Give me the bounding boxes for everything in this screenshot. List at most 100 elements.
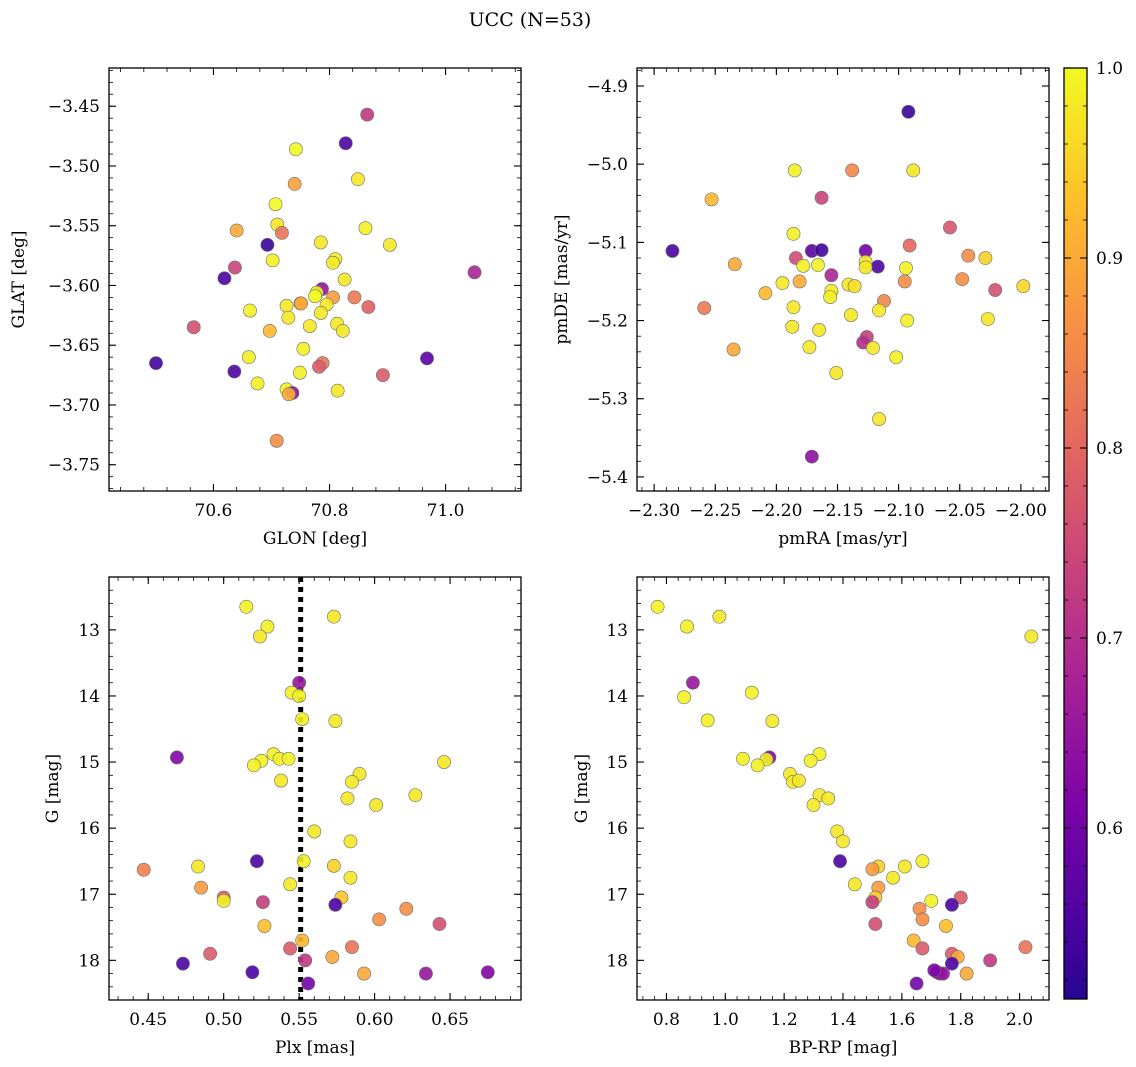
scatter-point <box>420 351 434 366</box>
scatter-point <box>812 323 827 337</box>
y-tick-label: 16 <box>78 819 100 839</box>
scatter-point <box>243 303 257 318</box>
y-tick-label: −3.55 <box>48 217 100 237</box>
scatter-point <box>900 313 915 328</box>
scatter-point <box>726 342 741 357</box>
scatter-point <box>312 359 326 374</box>
y-tick-label: 13 <box>606 621 628 641</box>
scatter-point <box>980 312 995 326</box>
scatter-point <box>786 300 801 315</box>
y-tick-label: 15 <box>606 753 628 773</box>
scatter-point <box>803 753 818 768</box>
scatter-point <box>328 714 343 728</box>
scatter-point <box>787 163 802 178</box>
scatter-point <box>1018 940 1033 955</box>
x-tick-label: −2.30 <box>628 501 680 521</box>
scatter-point <box>1024 629 1039 644</box>
scatter-point <box>283 877 297 892</box>
scatter-point <box>279 298 294 313</box>
scatter-point <box>775 276 790 290</box>
scatter-point <box>944 956 959 971</box>
y-tick-label: −3.75 <box>48 456 100 476</box>
scatter-point <box>345 774 359 789</box>
scatter-point <box>712 609 727 624</box>
scatter-point <box>786 226 801 241</box>
scatter-point <box>915 912 930 927</box>
x-tick-label: 71.0 <box>427 501 465 521</box>
scatter-point <box>296 341 311 356</box>
scatter-point <box>821 791 836 806</box>
scatter-point <box>901 104 916 119</box>
scatter-point <box>203 946 218 961</box>
scatter-point <box>149 356 163 371</box>
scatter-point <box>361 300 376 314</box>
scatter-point <box>796 258 811 273</box>
y-tick-label: 16 <box>606 819 628 839</box>
panel-1: 70.6 70.8 71.0 −3.45 −3.50 −3.55 −3.60 −3.65 −3.… <box>9 67 522 549</box>
x-tick-label: −2.00 <box>995 501 1047 521</box>
scatter-point <box>915 941 930 956</box>
scatter-point <box>241 350 256 365</box>
scatter-point <box>897 274 912 289</box>
scatter-point <box>257 919 272 933</box>
scatter-point <box>351 172 365 187</box>
scatter-point <box>866 341 880 355</box>
x-tick-label: 1.0 <box>712 1010 739 1030</box>
colorbar: 0.6 0.7 0.8 0.9 1.0 <box>1063 59 1123 1000</box>
x-tick-label: 1.6 <box>888 1010 915 1030</box>
scatter-point <box>298 953 313 968</box>
figure-title: UCC (N=53) <box>469 9 592 31</box>
scatter-point <box>340 791 355 806</box>
panels: 70.6 70.8 71.0 −3.45 −3.50 −3.55 −3.60 −3.65 −3.… <box>9 67 1050 1058</box>
scatter-point <box>217 271 232 286</box>
scatter-point <box>697 301 712 315</box>
y-tick-label: −3.50 <box>48 157 100 177</box>
x-tick-label: −2.10 <box>873 501 925 521</box>
y-axis-label: G [mag] <box>572 754 592 823</box>
scatter-point <box>814 190 829 205</box>
scatter-point <box>253 629 267 644</box>
scatter-point <box>294 296 308 311</box>
panel-3: 0.45 0.50 0.55 0.60 0.65 13 14 15 16 17 18 Plx [mas… <box>43 576 522 1058</box>
scatter-point <box>325 950 340 964</box>
scatter-point <box>292 689 307 703</box>
scatter-point <box>686 675 700 690</box>
y-tick-label: −5.1 <box>587 233 628 253</box>
x-tick-label: 0.55 <box>280 1010 318 1030</box>
x-axis-label: BP-RP [mag] <box>789 1038 898 1058</box>
scatter-point <box>955 272 970 287</box>
y-axis-label: pmDE [mas/yr] <box>552 214 572 344</box>
scatter-point <box>249 854 264 869</box>
scatter-point <box>978 251 993 265</box>
scatter-point <box>939 919 953 933</box>
y-tick-label: −5.4 <box>587 468 628 488</box>
x-tick-label: −2.15 <box>811 501 863 521</box>
scatter-point <box>906 933 921 948</box>
scatter-point <box>944 897 959 912</box>
scatter-point <box>343 870 358 885</box>
y-tick-label: 18 <box>78 951 100 971</box>
scatter-point <box>823 290 838 304</box>
scatter-point <box>700 713 715 728</box>
scatter-point <box>268 197 283 212</box>
axes-frame <box>636 576 1050 1001</box>
scatter-point <box>358 221 373 236</box>
scatter-point <box>372 912 387 927</box>
y-tick-label: −3.45 <box>48 97 100 117</box>
scatter-point <box>176 956 190 971</box>
x-tick-label: 0.65 <box>431 1010 469 1030</box>
x-tick-label: 0.8 <box>653 1010 680 1030</box>
y-tick-label: −3.60 <box>48 276 100 296</box>
scatter-point <box>437 755 451 769</box>
scatter-point <box>326 609 341 624</box>
scatter-point <box>419 966 433 981</box>
scatter-point <box>256 895 270 910</box>
x-tick-label: 1.8 <box>947 1010 974 1030</box>
scatter-point <box>736 751 750 766</box>
scatter-points <box>149 107 482 448</box>
x-tick-label: 1.2 <box>771 1010 798 1030</box>
x-tick-label: 0.50 <box>205 1010 243 1030</box>
x-tick-label: −2.20 <box>750 501 802 521</box>
scatter-point <box>868 917 883 931</box>
